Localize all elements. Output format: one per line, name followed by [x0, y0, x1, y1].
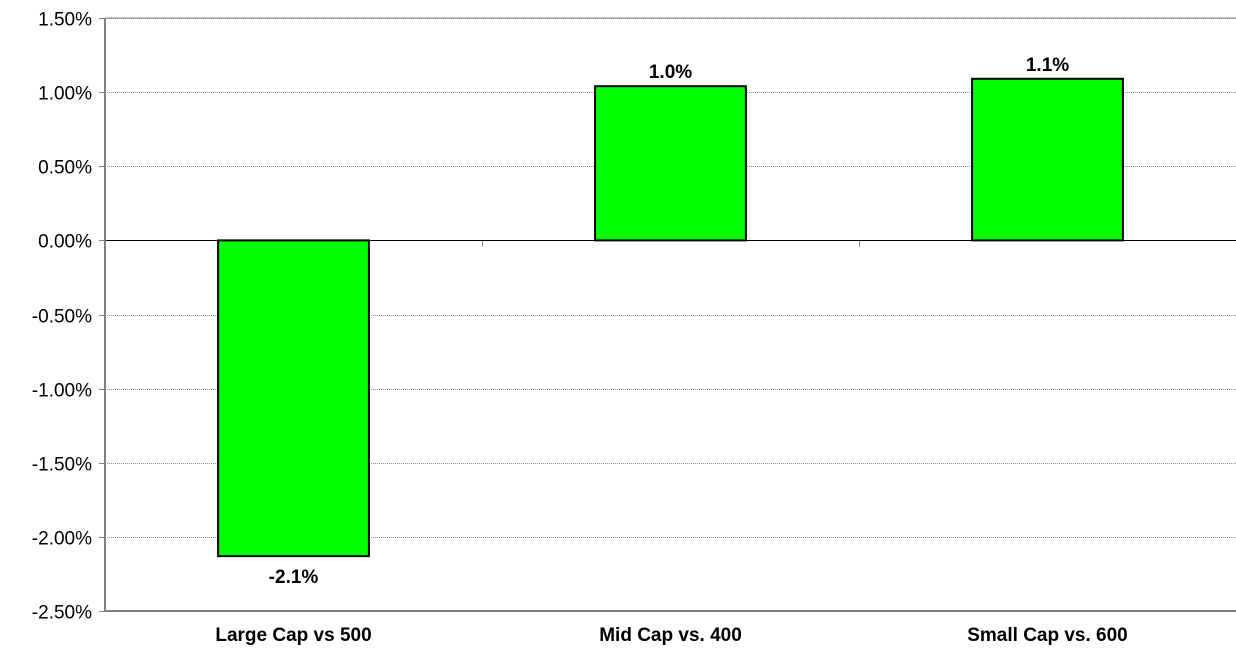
x-category-label: Large Cap vs 500	[215, 625, 371, 646]
axes	[99, 17, 1236, 612]
y-tick-label: 0.50%	[38, 158, 92, 179]
y-tick-label: -2.00%	[32, 529, 92, 550]
x-category-label: Mid Cap vs. 400	[599, 625, 742, 646]
y-tick-label: 1.50%	[38, 10, 92, 31]
y-tick-label: 0.00%	[38, 232, 92, 253]
bar	[594, 85, 747, 242]
y-tick-label: 1.00%	[38, 84, 92, 105]
y-tick-label: -1.00%	[32, 381, 92, 402]
y-tick-label: -0.50%	[32, 307, 92, 328]
x-category-label: Small Cap vs. 600	[967, 625, 1128, 646]
data-label: -2.1%	[269, 567, 319, 588]
data-label: 1.0%	[649, 62, 692, 83]
y-tick-label: -1.50%	[32, 455, 92, 476]
bar	[971, 77, 1124, 242]
labels: 1.50% 1.00% 0.50% 0.00% -0.50% -1.00% -1.50% -2…	[32, 10, 1128, 647]
y-tick-label: -2.50%	[32, 603, 92, 624]
bars	[217, 77, 1124, 558]
bar	[217, 239, 370, 558]
data-label: 1.1%	[1026, 55, 1069, 76]
